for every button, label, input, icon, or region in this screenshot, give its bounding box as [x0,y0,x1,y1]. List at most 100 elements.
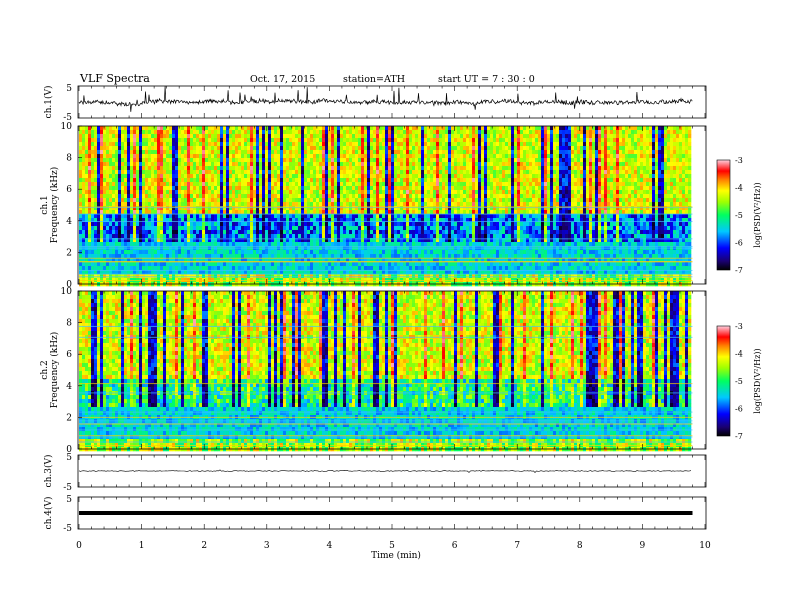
spectrogram-cell [424,242,428,247]
spectrogram-cell [145,218,149,223]
spectrogram-cell [388,210,392,215]
spectrogram-cell [307,162,311,167]
spectrogram-cell [238,222,242,227]
spectrogram-cell [436,270,440,275]
spectrogram-cell [178,238,182,243]
spectrogram-cell [88,138,92,143]
spectrogram-cell [412,154,416,159]
spectrogram-cell [361,182,365,187]
spectrogram-cell [223,270,227,275]
spectrogram-cell [331,154,335,159]
spectrogram-cell [196,146,200,151]
spectrogram-cell [91,162,95,167]
spectrogram-cell [232,162,236,167]
spectrogram-cell [262,154,266,159]
spectrogram-cell [427,250,431,255]
spectrogram-cell [397,210,401,215]
spectrogram-cell [94,218,98,223]
spectrogram-cell [277,226,281,231]
spectrogram-cell [409,270,413,275]
spectrogram-cell [226,170,230,175]
spectrogram-cell [157,190,161,195]
spectrogram-cell [355,218,359,223]
spectrogram-cell [163,146,167,151]
spectrogram-cell [340,258,344,263]
spectrogram-cell [124,258,128,263]
spectrogram-cell [436,198,440,203]
spectrogram-cell [184,158,188,163]
spectrogram-cell [178,254,182,259]
spectrogram-cell [214,174,218,179]
spectrogram-cell [319,210,323,215]
spectrogram-cell [205,202,209,207]
spectrogram-cell [343,238,347,243]
spectrogram-cell [241,170,245,175]
spectrogram-cell [118,202,122,207]
spectrogram-cell [253,266,257,271]
spectrogram-cell [169,194,173,199]
spectrogram-cell [106,254,110,259]
spectrogram-cell [292,226,296,231]
spectrogram-cell [388,190,392,195]
spectrogram-cell [367,178,371,183]
spectrogram-cell [226,234,230,239]
spectrogram-cell [439,186,443,191]
spectrogram-cell [244,250,248,255]
spectrogram-cell [235,142,239,147]
spectrogram-cell [199,274,203,279]
spectrogram-cell [247,262,251,267]
spectrogram-cell [289,182,293,187]
spectrogram-cell [439,142,443,147]
spectrogram-cell [352,154,356,159]
spectrogram-cell [256,242,260,247]
spectrogram-cell [181,186,185,191]
spectrogram-cell [139,250,143,255]
spectrogram-cell [253,134,257,139]
spectrogram-cell [196,202,200,207]
spectrogram-cell [328,142,332,147]
spectrogram-cell [427,170,431,175]
spectrogram-cell [262,134,266,139]
spectrogram-cell [214,154,218,159]
spectrogram-cell [331,214,335,219]
spectrogram-cell [193,190,197,195]
spectrogram-cell [385,126,389,131]
spectrogram-cell [421,150,425,155]
spectrogram-cell [79,162,83,167]
spectrogram-cell [286,250,290,255]
spectrogram-cell [94,146,98,151]
spectrogram-cell [370,146,374,151]
spectrogram-cell [139,266,143,271]
spectrogram-cell [229,250,233,255]
spectrogram-cell [373,206,377,211]
spectrogram-cell [169,174,173,179]
spectrogram-cell [160,186,164,191]
spectrogram-cell [97,254,101,259]
spectrogram-cell [301,242,305,247]
spectrogram-cell [391,242,395,247]
spectrogram-cell [82,186,86,191]
spectrogram-cell [208,162,212,167]
spectrogram-cell [217,202,221,207]
spectrogram-cell [235,170,239,175]
spectrogram-cell [382,130,386,135]
spectrogram-cell [343,206,347,211]
spectrogram-cell [280,174,284,179]
spectrogram-cell [376,206,380,211]
spectrogram-cell [181,162,185,167]
spectrogram-cell [229,262,233,267]
spectrogram-cell [250,142,254,147]
spectrogram-cell [220,126,224,131]
spectrogram-cell [154,170,158,175]
spectrogram-cell [319,154,323,159]
spectrogram-cell [193,142,197,147]
spectrogram-cell [211,266,215,271]
spectrogram-cell [280,210,284,215]
spectrogram-cell [316,198,320,203]
spectrogram-cell [142,234,146,239]
spectrogram-cell [151,218,155,223]
spectrogram-cell [322,154,326,159]
spectrogram-cell [91,134,95,139]
spectrogram-cell [187,130,191,135]
spectrogram-cell [319,262,323,267]
